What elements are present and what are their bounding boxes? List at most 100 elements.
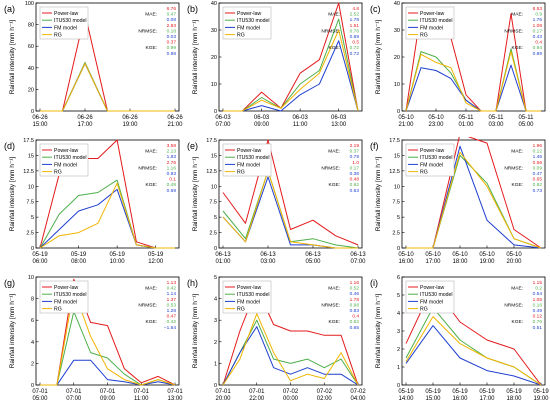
y-axis-label: Rainfall intensity [mm h⁻¹]	[9, 294, 16, 369]
stat-value: 0.48	[350, 177, 360, 183]
x-tick-label: 05-19	[452, 389, 468, 395]
panel-label: (f)	[370, 141, 379, 151]
x-tick-label: 17:00	[479, 396, 495, 402]
x-tick-label: 06-13	[215, 252, 231, 258]
stat-value: 0.72	[350, 45, 360, 51]
stat-label: MAE:	[328, 149, 340, 155]
x-tick-label: 15:00	[32, 122, 48, 128]
y-tick-label: 4	[31, 340, 34, 346]
y-tick-label: 5	[214, 275, 217, 281]
x-tick-label: 06-03	[254, 115, 270, 121]
stat-value: 1.46	[533, 154, 543, 160]
stat-value: 0.1	[169, 177, 176, 183]
x-tick-label: 07-02	[350, 389, 366, 395]
x-tick-label: 07-01	[66, 389, 82, 395]
stat-value: 0.65	[350, 325, 360, 331]
stat-value: 1.78	[350, 297, 360, 303]
stat-value: 0.42	[167, 286, 177, 292]
stat-label: NRMSE:	[321, 302, 340, 308]
y-tick-label: 2.5	[26, 231, 34, 237]
stat-value: 0.65	[533, 177, 543, 183]
stat-value: 0.18	[167, 28, 177, 34]
x-tick-label: 05-11	[489, 115, 505, 121]
chart-svg: 02.557.51012.51517.506-1301:0006-1303:00…	[183, 137, 366, 274]
x-tick-label: 01:00	[215, 259, 231, 265]
panel-label: (a)	[4, 4, 15, 14]
x-tick-label: 17:00	[77, 122, 93, 128]
stat-label: NRMSE:	[504, 302, 523, 308]
x-tick-label: 05-19	[71, 252, 87, 258]
stat-label: KGE:	[512, 319, 523, 325]
y-tick-label: 6	[31, 318, 34, 324]
legend-label: ITU530 model	[237, 18, 270, 24]
x-tick-label: 10:00	[110, 259, 126, 265]
legend-label: RG	[54, 33, 62, 39]
y-tick-label: 10	[211, 184, 217, 190]
panel-label: (e)	[187, 141, 198, 151]
legend-label: RG	[237, 33, 245, 39]
y-tick-label: 4	[214, 297, 217, 303]
x-tick-label: 21:00	[167, 122, 183, 128]
stat-value: 0.46	[350, 291, 360, 297]
stat-label: NRMSE:	[138, 302, 157, 308]
stat-value: 0.48	[167, 182, 177, 188]
x-tick-label: 06-13	[350, 252, 366, 258]
stat-value: 0.73	[533, 188, 543, 194]
y-tick-label: 20	[28, 87, 34, 93]
legend-label: Power-law	[54, 285, 78, 291]
y-axis-label: Rainfall intensity [mm h⁻¹]	[375, 157, 382, 232]
chart-svg: 01020304005-1021:0005-1023:0005-1101:000…	[366, 0, 549, 137]
stat-value: 0.17	[350, 165, 360, 171]
y-tick-label: 60	[28, 44, 34, 50]
stat-label: KGE:	[329, 182, 340, 188]
x-tick-label: 05-10	[479, 252, 495, 258]
stat-label: KGE:	[146, 319, 157, 325]
stat-label: KGE:	[512, 45, 523, 51]
stat-value: 2.52	[350, 12, 360, 18]
x-tick-label: 02:00	[317, 396, 333, 402]
panel-label: (i)	[370, 278, 378, 288]
y-tick-label: 10	[28, 275, 34, 281]
y-tick-label: 40	[394, 1, 400, 7]
legend-label: Power-law	[420, 148, 444, 154]
y-tick-label: 30	[211, 28, 217, 34]
stat-value: 1.14	[167, 291, 177, 297]
chart-svg: 024681007-0105:0007-0107:0007-0109:0007-…	[0, 274, 183, 411]
x-tick-label: 11:00	[293, 122, 308, 128]
panel-label: (c)	[370, 4, 381, 14]
x-tick-label: 07-01	[100, 389, 116, 395]
x-tick-label: 07:00	[215, 122, 231, 128]
y-tick-label: 6	[397, 275, 400, 281]
y-tick-label: 12.5	[389, 169, 400, 175]
x-tick-label: 05-10	[428, 115, 444, 121]
stat-value: 1.16	[350, 280, 360, 286]
stat-value: 0.12	[533, 314, 543, 320]
y-tick-label: 2	[397, 347, 400, 353]
y-tick-label: 3	[397, 329, 400, 335]
x-tick-label: 03:00	[488, 122, 504, 128]
x-tick-label: 07:00	[66, 396, 82, 402]
stat-value: 0.9	[535, 12, 542, 18]
stat-label: KGE:	[329, 45, 340, 51]
legend-label: ITU530 model	[420, 155, 453, 161]
x-tick-label: 13:00	[167, 396, 183, 402]
x-tick-label: 06-26	[77, 115, 93, 121]
legend-label: FM model	[237, 25, 260, 31]
y-tick-label: 2	[31, 361, 34, 367]
x-tick-label: 19:00	[533, 396, 549, 402]
stat-value: 0.4	[535, 40, 542, 46]
stat-value: 0.42	[167, 319, 177, 325]
stat-label: NRMSE:	[138, 28, 157, 34]
stat-label: NRMSE:	[504, 165, 523, 171]
stat-value: 0.47	[167, 314, 177, 320]
stat-label: KGE:	[329, 319, 340, 325]
stat-value: 4.8	[352, 6, 359, 12]
stat-value: 1.0	[352, 160, 359, 166]
x-tick-label: 06-26	[32, 115, 48, 121]
x-tick-label: 07-02	[317, 389, 333, 395]
x-tick-label: 22:00	[249, 396, 265, 402]
x-tick-label: 07-01	[215, 389, 231, 395]
y-tick-label: 15	[394, 153, 400, 159]
x-tick-label: 05-19	[148, 252, 164, 258]
